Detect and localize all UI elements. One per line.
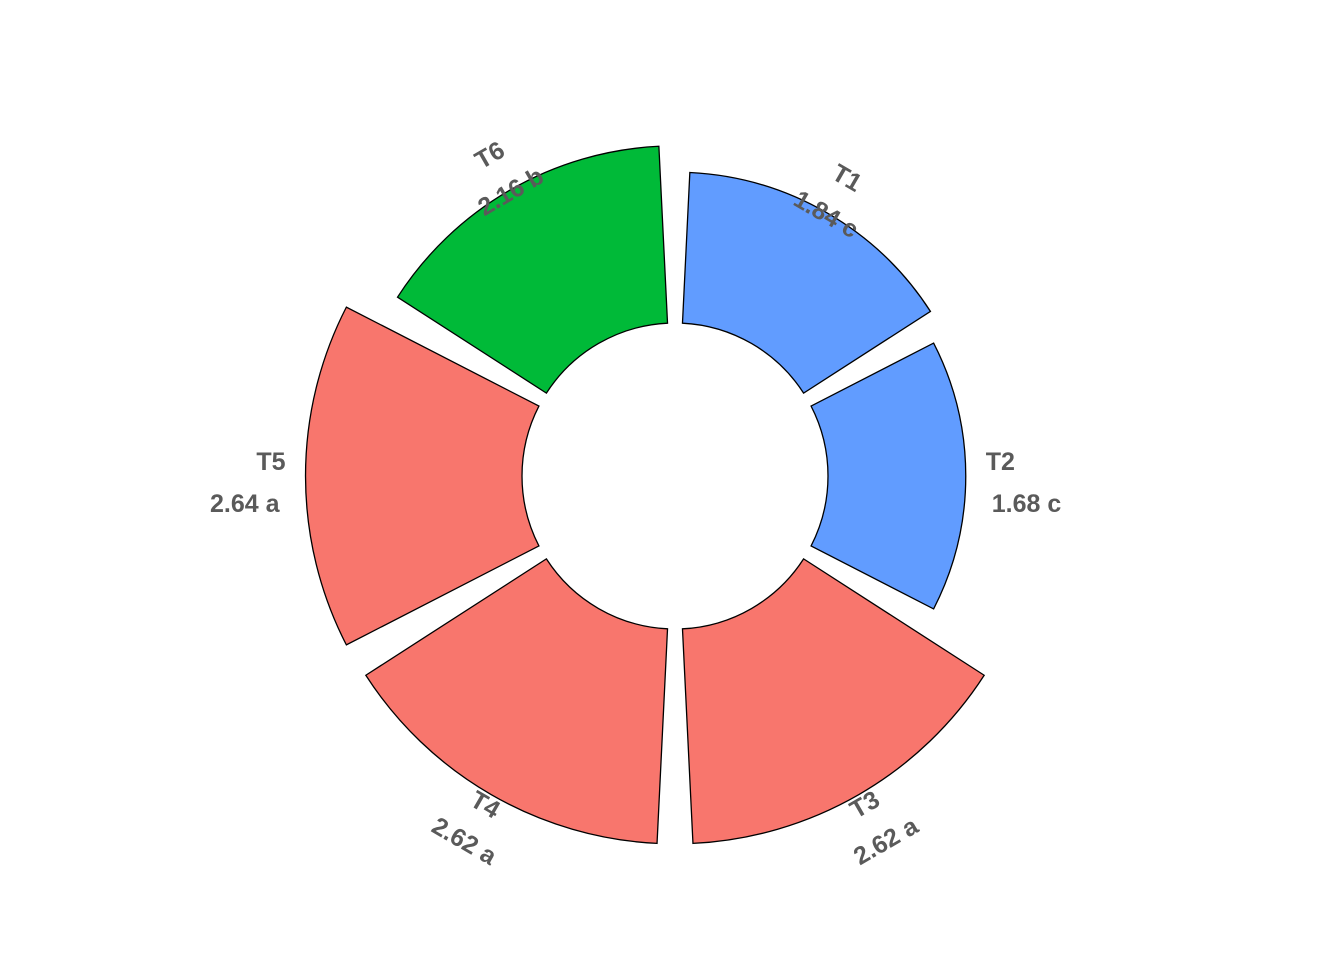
bar-t5 (304, 306, 540, 646)
bar-t6 (396, 145, 669, 395)
label-t2: T2 1.68 c (986, 448, 1062, 518)
bar-group (304, 145, 986, 845)
value-label: 2.64 a (210, 490, 281, 518)
bar-t3 (681, 557, 986, 845)
bar-t2 (810, 342, 967, 610)
label-t5: T5 2.64 a (210, 448, 286, 518)
value-label: 1.68 c (992, 490, 1062, 518)
category-label: T5 (256, 448, 285, 476)
category-label: T2 (986, 448, 1015, 476)
category-label: T6 (470, 136, 509, 175)
bar-t4 (364, 557, 669, 845)
category-label: T1 (827, 159, 866, 198)
bar-t1 (681, 171, 932, 395)
